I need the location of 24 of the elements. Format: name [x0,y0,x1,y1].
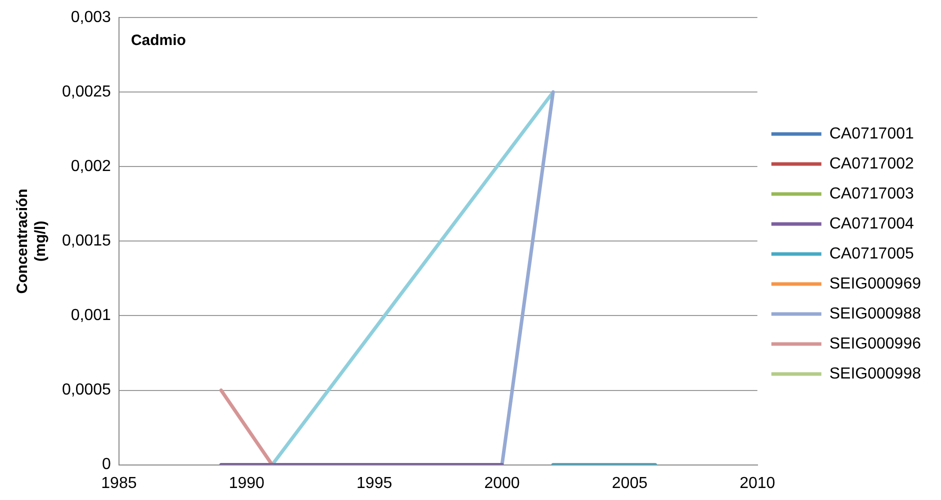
legend-label: SEIG000996 [829,335,922,352]
y-tick-label: 0,0015 [62,232,112,250]
y-tick-label: 0,001 [70,307,112,324]
x-tick-label: 2000 [484,474,520,492]
y-axis-title: Concentración (mg/l) [14,188,50,294]
y-tick-label: 0,0025 [62,84,112,101]
legend-label: CA0717002 [829,155,914,172]
x-tick-label: 1995 [356,474,392,492]
legend-label: SEIG000998 [829,365,922,382]
legend-label: SEIG000969 [829,275,922,292]
y-tick-label: 0,003 [70,9,112,26]
legend-label: CA0717004 [829,215,914,232]
legend-label: CA0717003 [829,185,914,202]
x-tick-label: 1985 [101,474,137,492]
text: Cadmio [130,32,186,50]
x-tick-label: 2005 [612,474,648,492]
x-tick-label: 1990 [228,474,265,492]
y-tick-label: 0,002 [70,158,112,176]
legend-label: SEIG000988 [829,305,922,322]
y-tick-label: 0,0005 [62,382,112,399]
x-tick-label: 2010 [740,474,776,492]
legend-label: CA0717005 [829,245,914,262]
legend-label: CA0717001 [829,125,914,142]
y-tick-label: 0 [102,456,112,474]
